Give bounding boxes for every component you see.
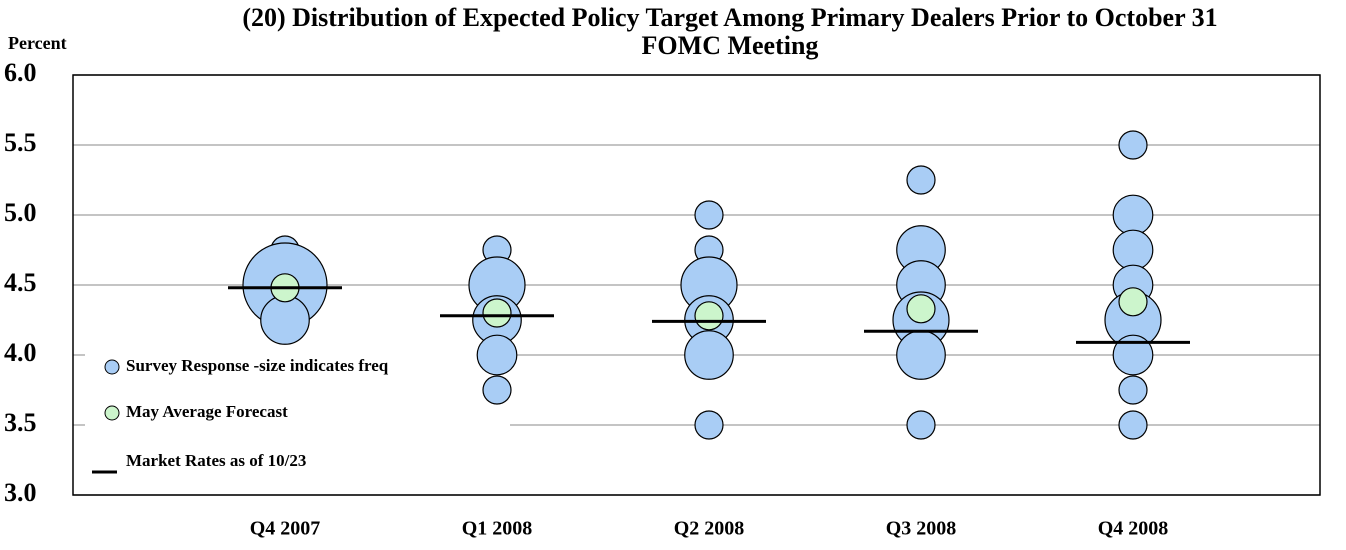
- bubble: [1112, 334, 1154, 376]
- y-axis-label: Percent: [8, 33, 67, 53]
- x-tick-label: Q4 2007: [250, 518, 321, 540]
- y-tick-label: 3.5: [4, 408, 37, 437]
- y-tick-label: 4.5: [4, 268, 37, 297]
- legend-label: May Average Forecast: [126, 402, 288, 421]
- forecast-dot: [482, 298, 512, 328]
- bubble: [684, 330, 734, 380]
- bubble: [1112, 194, 1154, 236]
- bubble: [1118, 130, 1148, 160]
- chart-title: (20) Distribution of Expected Policy Tar…: [242, 3, 1218, 60]
- forecast-dot: [906, 294, 936, 324]
- bubble: [906, 165, 936, 195]
- bubble: [694, 410, 724, 440]
- legend-label: Market Rates as of 10/23: [126, 451, 306, 470]
- bubble: [476, 334, 518, 376]
- bubble: [1112, 229, 1154, 271]
- bubble: [694, 200, 724, 230]
- x-tick-label: Q4 2008: [1098, 518, 1169, 540]
- y-tick-label: 3.0: [4, 478, 37, 507]
- legend-label: Survey Response -size indicates freq: [126, 356, 389, 375]
- bubble: [1118, 410, 1148, 440]
- forecast-dot: [1118, 287, 1148, 317]
- bubble: [906, 410, 936, 440]
- plot-border: [72, 74, 1321, 496]
- legend-marker: [104, 405, 120, 421]
- bubble: [260, 295, 310, 345]
- y-tick-label: 5.5: [4, 128, 37, 157]
- legend-box: [85, 343, 510, 488]
- x-tick-label: Q3 2008: [886, 518, 957, 540]
- legend-marker: [104, 359, 120, 375]
- bubble: [482, 375, 512, 405]
- y-tick-label: 5.0: [4, 198, 37, 227]
- y-tick-label: 6.0: [4, 58, 37, 87]
- bubble: [896, 330, 946, 380]
- x-tick-label: Q2 2008: [674, 518, 745, 540]
- forecast-dot: [694, 301, 724, 331]
- bubble: [1118, 375, 1148, 405]
- y-tick-label: 4.0: [4, 338, 37, 367]
- x-tick-label: Q1 2008: [462, 518, 533, 540]
